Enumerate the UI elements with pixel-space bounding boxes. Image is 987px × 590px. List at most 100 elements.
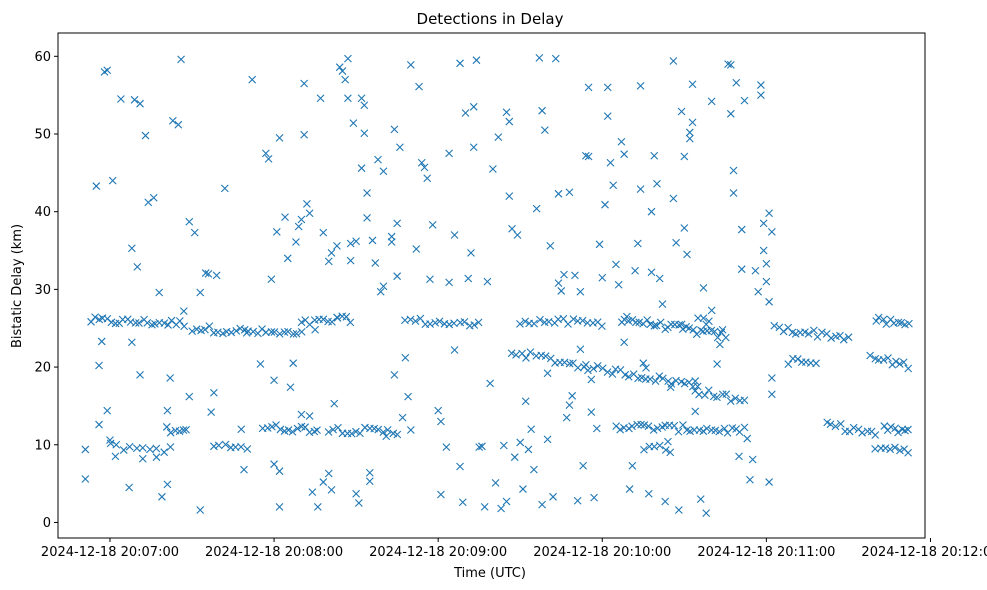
detection-marker — [617, 137, 626, 146]
detection-marker — [710, 327, 719, 336]
detection-marker — [578, 316, 587, 325]
detection-marker — [347, 429, 356, 438]
detection-marker — [160, 319, 169, 328]
detection-marker — [655, 372, 664, 381]
detection-marker — [268, 422, 276, 431]
detection-marker — [568, 391, 577, 400]
detection-marker — [351, 427, 360, 436]
detection-marker — [866, 351, 875, 360]
detection-marker — [679, 421, 687, 429]
detection-marker — [483, 277, 492, 286]
detection-marker — [705, 317, 713, 326]
detection-marker — [656, 318, 665, 327]
detection-marker — [691, 407, 700, 416]
detection-marker — [516, 438, 525, 447]
detection-marker — [135, 319, 143, 327]
detection-marker — [106, 436, 114, 444]
detection-marker — [576, 287, 585, 296]
detection-marker — [636, 185, 645, 194]
detection-marker — [305, 209, 314, 218]
detection-marker — [612, 260, 620, 269]
detection-marker — [715, 427, 724, 436]
detection-marker — [718, 325, 727, 334]
detection-marker — [289, 359, 298, 368]
detection-marker — [330, 399, 339, 408]
detection-marker — [565, 401, 574, 410]
detection-marker — [308, 488, 317, 497]
detection-marker — [445, 320, 454, 329]
detection-marker — [688, 80, 697, 89]
detection-marker — [904, 364, 913, 373]
detection-marker — [551, 54, 560, 63]
detection-marker — [767, 374, 776, 382]
detection-marker — [713, 360, 722, 368]
detection-marker — [185, 392, 194, 401]
detection-marker — [275, 503, 284, 511]
detection-marker — [510, 453, 519, 462]
detection-marker — [562, 413, 571, 422]
detection-marker — [480, 503, 489, 511]
detection-marker — [791, 329, 800, 338]
detection-marker — [395, 143, 404, 152]
detection-marker — [344, 94, 352, 103]
detection-marker — [546, 241, 555, 250]
detection-marker — [812, 359, 820, 368]
detection-marker — [327, 485, 336, 494]
detection-marker — [636, 81, 645, 90]
detection-marker — [746, 475, 754, 484]
detection-marker — [177, 55, 185, 64]
detection-marker — [628, 422, 636, 431]
detection-marker — [718, 390, 727, 399]
detection-marker — [281, 213, 289, 222]
detection-marker — [327, 248, 336, 257]
detection-marker — [297, 328, 306, 336]
detection-marker — [689, 325, 698, 334]
detection-marker — [148, 320, 156, 329]
detection-marker — [874, 313, 883, 322]
detection-marker — [508, 224, 516, 233]
detection-marker — [696, 495, 705, 504]
detection-marker — [593, 361, 602, 370]
detection-marker — [158, 492, 166, 501]
detection-marker — [146, 445, 154, 454]
detection-marker — [160, 448, 169, 457]
detection-marker — [294, 222, 303, 231]
detection-marker — [653, 424, 662, 433]
detection-marker — [360, 129, 369, 138]
detection-marker — [669, 194, 678, 203]
detection-marker — [652, 321, 661, 330]
y-tick-label: 20 — [34, 361, 51, 376]
detection-marker — [677, 107, 686, 116]
detection-marker — [237, 425, 246, 434]
detection-marker — [390, 125, 399, 134]
detection-marker — [412, 245, 421, 253]
detection-marker — [699, 283, 708, 292]
detection-marker — [581, 151, 590, 160]
detection-marker — [267, 275, 276, 284]
detection-marker — [836, 419, 845, 428]
detection-marker — [406, 315, 415, 324]
detection-marker — [91, 313, 99, 322]
detection-marker — [892, 357, 900, 366]
detection-marker — [818, 328, 826, 337]
detection-marker — [793, 355, 802, 363]
detection-marker — [174, 120, 183, 129]
detection-marker — [688, 118, 697, 127]
detection-marker — [293, 424, 302, 433]
detection-marker — [437, 417, 445, 426]
detection-marker — [658, 374, 667, 383]
data-points — [81, 53, 913, 518]
detection-marker — [762, 259, 771, 268]
detection-marker — [658, 300, 667, 309]
detection-marker — [270, 460, 278, 469]
detection-marker — [163, 406, 172, 415]
detection-marker — [603, 368, 612, 377]
detection-marker — [637, 420, 645, 429]
detection-marker — [891, 443, 899, 452]
detection-marker — [889, 319, 898, 328]
detection-marker — [685, 134, 694, 143]
detection-marker — [149, 193, 158, 202]
detection-marker — [894, 318, 903, 327]
detection-marker — [849, 423, 858, 432]
